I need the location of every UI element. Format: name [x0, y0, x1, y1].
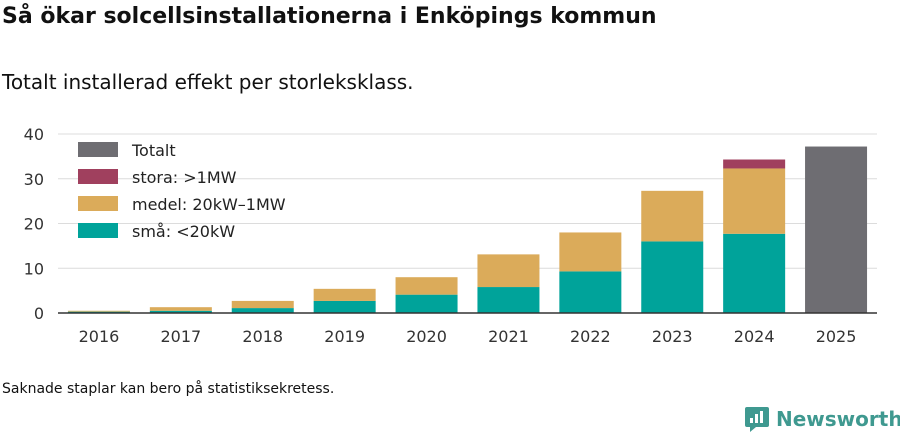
legend-swatch — [78, 169, 118, 184]
legend-swatch — [78, 142, 118, 157]
bar-segment — [723, 168, 786, 234]
axes: 0 10 20 30 40 2016 2017 2018 2019 2020 2021 2022 202… — [24, 125, 877, 346]
bars — [67, 146, 868, 313]
bar-chart: 0 10 20 30 40 2016 2017 2018 2019 2020 2021 2022 202… — [24, 125, 877, 346]
bar-segment — [641, 241, 704, 313]
x-tick-label: 2025 — [816, 327, 857, 346]
footnote: Saknade staplar kan bero på statistiksek… — [2, 381, 335, 397]
x-tick-label: 2021 — [488, 327, 529, 346]
x-tick-label: 2018 — [242, 327, 283, 346]
bar-segment — [395, 294, 458, 313]
bar-segment — [723, 159, 786, 169]
brand-name: Newsworthy — [776, 407, 900, 431]
bar-segment — [395, 277, 458, 295]
chart-subtitle: Totalt installerad effekt per storlekskl… — [2, 70, 414, 94]
bar-segment — [231, 308, 294, 313]
x-tick-label: 2020 — [406, 327, 447, 346]
bar-segment — [559, 232, 622, 272]
legend-label: medel: 20kW–1MW — [132, 195, 286, 214]
legend-label: stora: >1MW — [132, 168, 237, 187]
brand-logo: Newsworthy — [744, 405, 900, 433]
x-tick-label: 2019 — [324, 327, 365, 346]
legend-swatch — [78, 196, 118, 211]
bar-segment — [67, 310, 130, 312]
bar-segment — [477, 254, 540, 288]
bar-segment — [149, 310, 212, 313]
x-tick-label: 2017 — [160, 327, 201, 346]
x-tick-label: 2016 — [79, 327, 120, 346]
x-tick-label: 2023 — [652, 327, 693, 346]
legend-label: Totalt — [131, 141, 176, 160]
y-tick-label: 10 — [24, 259, 44, 278]
bar-segment — [149, 307, 212, 311]
newsworthy-logo-icon — [745, 407, 769, 432]
legend-swatch — [78, 223, 118, 238]
legend: Totalt stora: >1MW medel: 20kW–1MW små: <20… — [78, 141, 286, 241]
x-tick-label: 2022 — [570, 327, 611, 346]
y-tick-label: 20 — [24, 215, 44, 234]
bar-segment — [477, 287, 540, 313]
bar-segment — [313, 288, 376, 301]
chart-title: Så ökar solcellsinstallationerna i Enköp… — [2, 4, 657, 29]
y-tick-label: 0 — [34, 304, 44, 323]
bar-segment — [723, 233, 786, 313]
bar-segment — [805, 146, 868, 313]
bar-segment — [313, 300, 376, 313]
bar-segment — [559, 271, 622, 313]
x-tick-label: 2024 — [734, 327, 775, 346]
legend-label: små: <20kW — [132, 222, 235, 241]
bar-segment — [641, 190, 704, 242]
y-tick-label: 40 — [24, 125, 44, 144]
y-tick-label: 30 — [24, 170, 44, 189]
bar-segment — [231, 300, 294, 309]
